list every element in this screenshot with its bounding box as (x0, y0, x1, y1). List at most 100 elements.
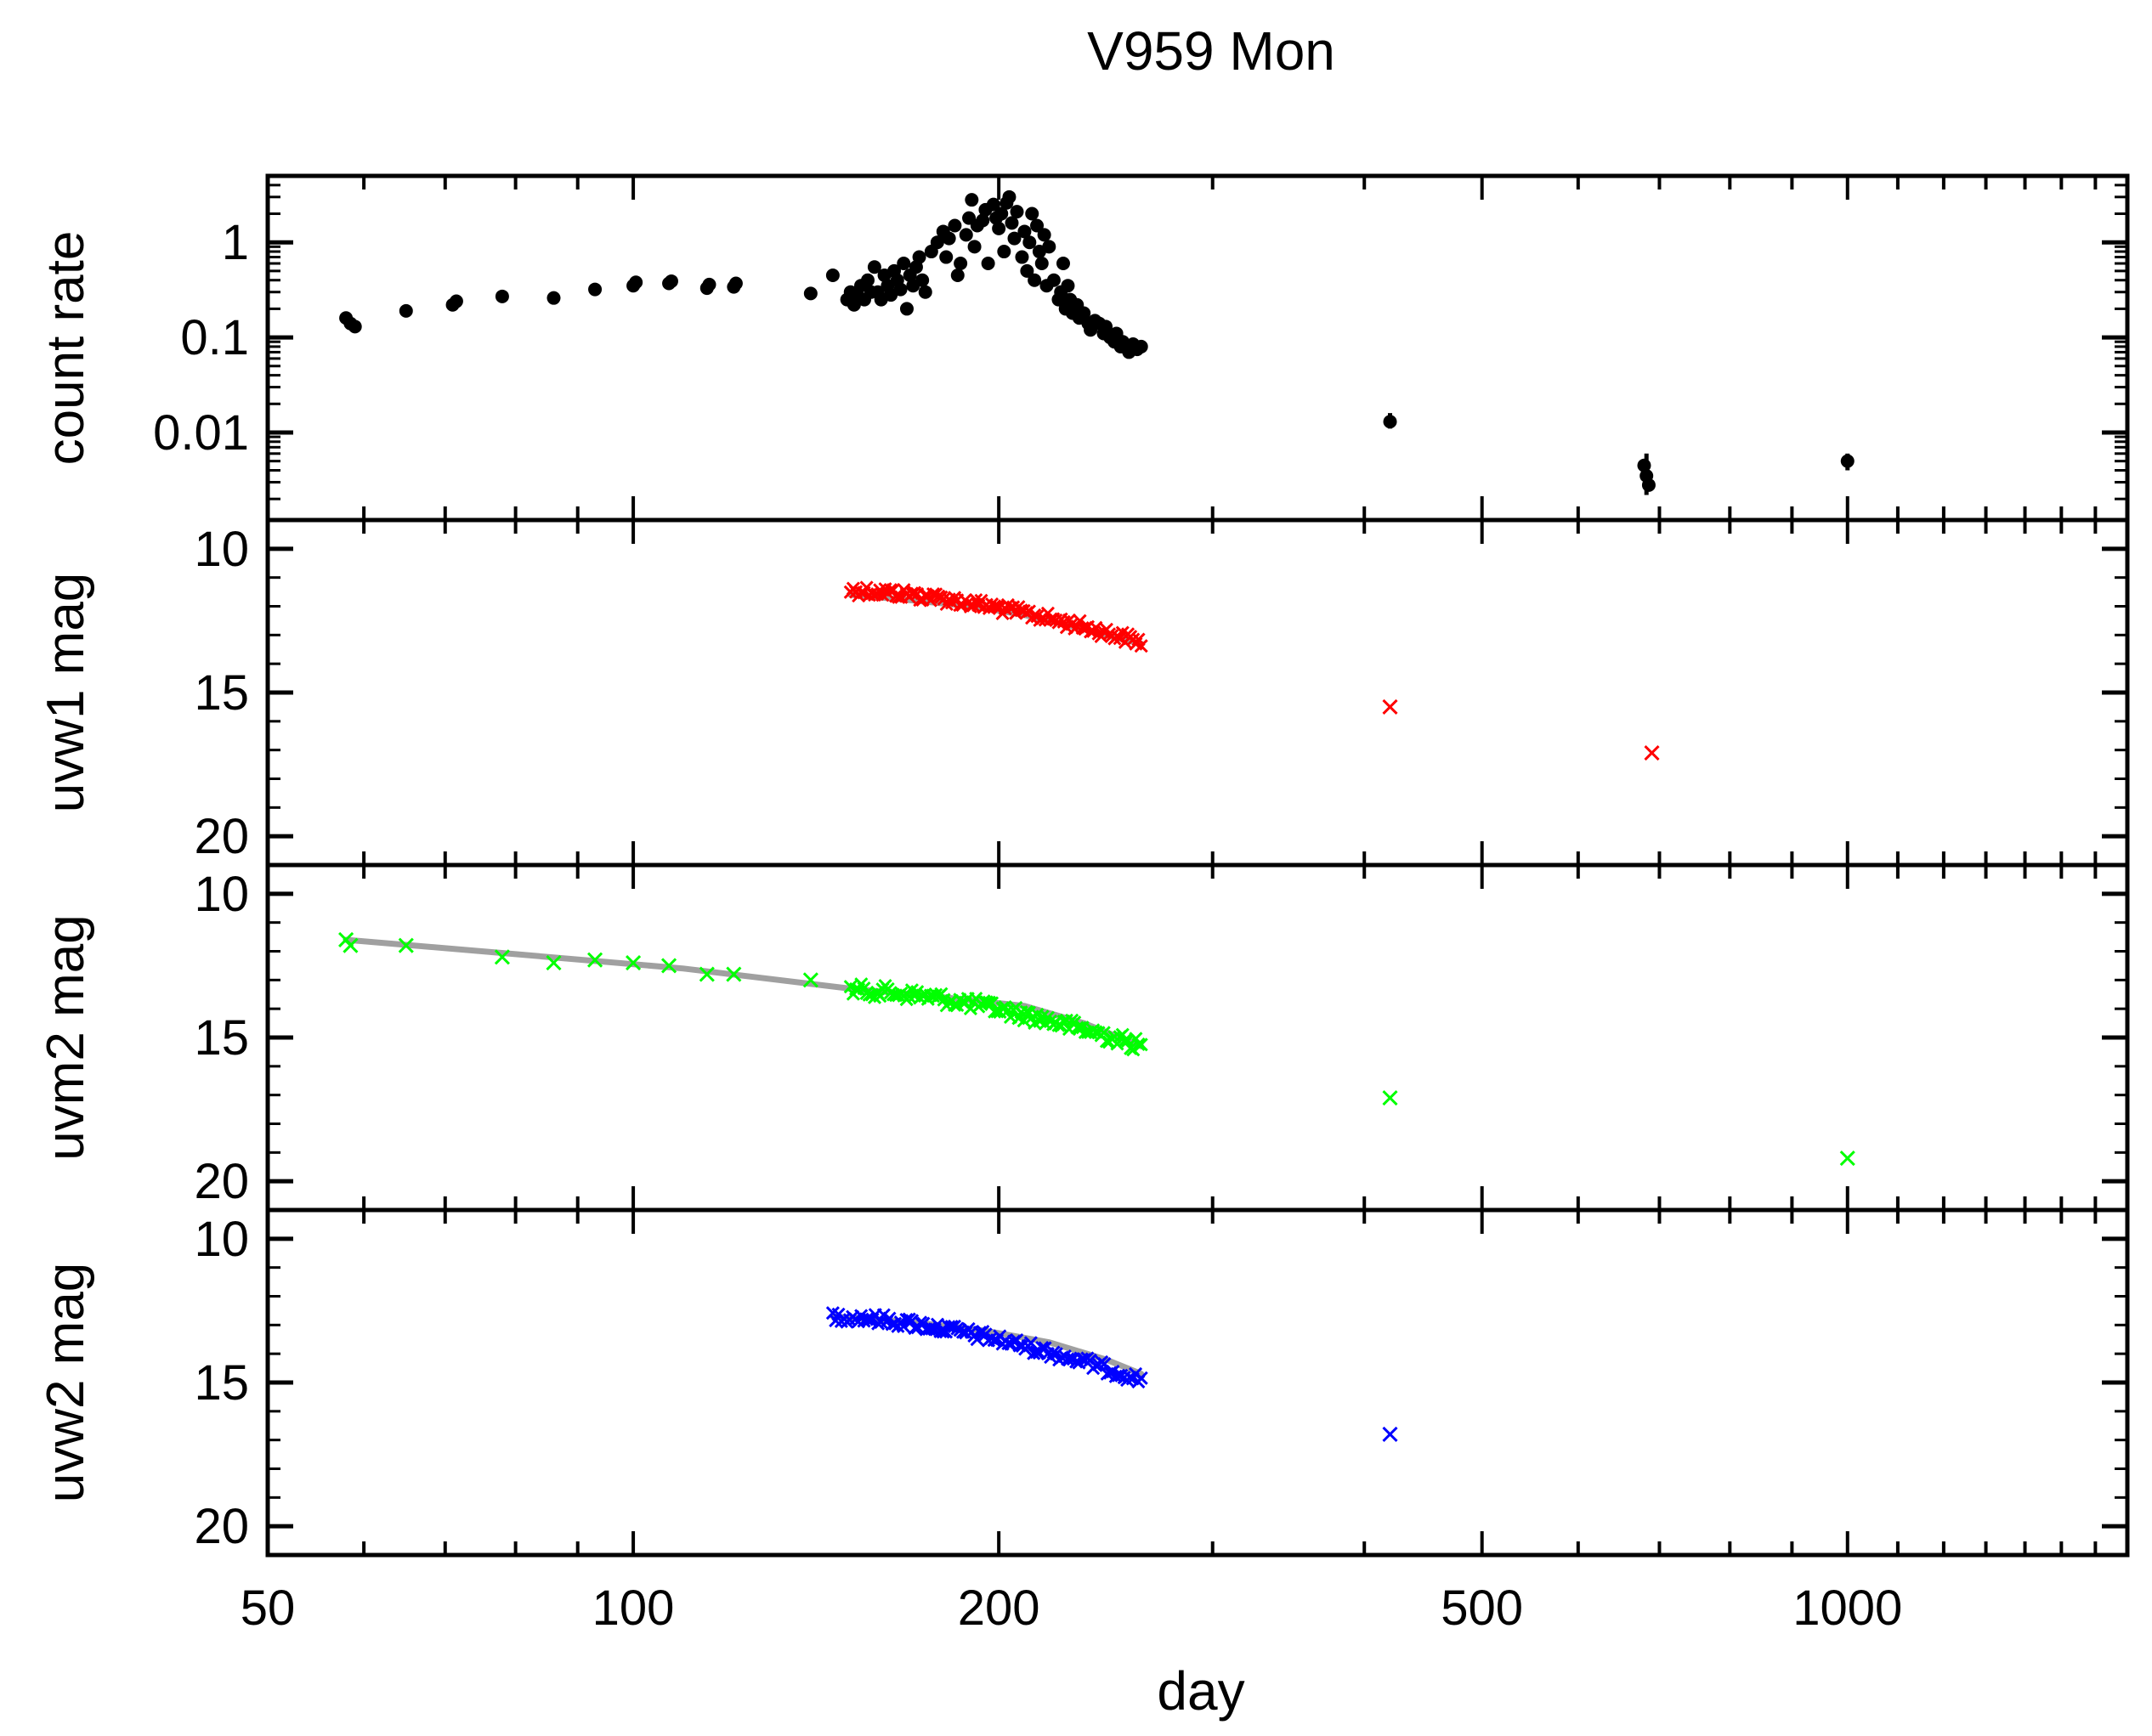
data-point (726, 966, 742, 982)
data-point (588, 282, 603, 297)
panel-uvw1: 10 15 20 uvw1 mag (37, 517, 2130, 868)
y-tick-label: 15 (194, 665, 249, 721)
y-tick-label: 0.1 (180, 310, 249, 365)
data-point (897, 257, 911, 271)
data-point (728, 276, 743, 291)
x-axis-label: day (1157, 1660, 1244, 1722)
data-point (1005, 216, 1019, 230)
y-tick-label: 20 (194, 1154, 249, 1209)
y-axis-label-count: count rate (37, 231, 95, 466)
data-point (950, 269, 965, 283)
data-point (1644, 744, 1660, 761)
data-point (1034, 257, 1049, 271)
data-point (997, 245, 1011, 259)
data-point (1382, 1426, 1398, 1442)
data-point (867, 260, 881, 274)
data-point (348, 319, 362, 334)
data-point (1839, 1151, 1855, 1167)
data-point (959, 228, 973, 242)
x-tick-label: 1000 (1792, 1580, 1902, 1636)
data-point (343, 937, 359, 953)
data-point (1120, 1033, 1135, 1048)
data-point (660, 958, 677, 974)
data-point (1002, 189, 1017, 204)
data-point (874, 1315, 888, 1330)
y-tick-label: 20 (194, 809, 249, 864)
data-point (918, 285, 932, 299)
data-point (1061, 279, 1075, 293)
data-point (981, 257, 995, 271)
y-tick-label: 1 (222, 215, 249, 270)
data-point (802, 972, 818, 988)
x-tick-label: 500 (1441, 1580, 1523, 1636)
y-axis-label-uvw1: uvw1 mag (37, 573, 95, 813)
y-axis-label-uvm2: uvm2 mag (37, 914, 95, 1160)
data-point (699, 966, 715, 982)
data-point (988, 1004, 1002, 1019)
data-point (398, 937, 414, 953)
data-uvm2 (338, 931, 1855, 1167)
data-point (912, 250, 926, 264)
data-point (930, 235, 944, 250)
y-tick-label: 10 (194, 867, 249, 922)
data-point (1382, 698, 1398, 715)
data-point (629, 275, 643, 290)
data-point (1017, 224, 1032, 239)
data-point (1056, 257, 1070, 271)
data-point (1022, 235, 1037, 250)
data-point (1131, 1037, 1146, 1051)
data-point (1134, 1038, 1148, 1052)
y-tick-label: 0.01 (153, 405, 249, 461)
data-point (942, 231, 956, 246)
data-point (859, 1312, 874, 1326)
data-point (933, 1324, 948, 1339)
data-count (339, 189, 1855, 495)
data-point (1382, 1089, 1398, 1106)
data-point (1134, 639, 1148, 653)
data-point (992, 221, 1006, 235)
fit-line (343, 936, 1145, 1049)
data-point (702, 277, 716, 291)
data-point (1010, 205, 1024, 219)
data-point (626, 954, 642, 971)
y-tick-label: 15 (194, 1355, 249, 1411)
data-point (449, 294, 463, 308)
panel-count: 1 0.1 0.01 count rate (37, 173, 2130, 523)
data-point (1641, 478, 1656, 492)
y-tick-label: 20 (194, 1499, 249, 1554)
data-point (1073, 614, 1087, 628)
x-axis: 50 100 200 500 1000 (241, 1580, 1903, 1636)
data-point (664, 274, 678, 288)
data-uvw2 (825, 1306, 1398, 1442)
data-point (494, 949, 510, 965)
data-point (546, 291, 561, 305)
data-point (921, 1322, 937, 1337)
data-point (1099, 319, 1113, 334)
data-point (1134, 1371, 1148, 1385)
data-point (399, 303, 413, 318)
y-tick-label: 10 (194, 1212, 249, 1267)
data-point (860, 273, 875, 287)
data-point (965, 193, 979, 207)
data-point (1061, 1352, 1075, 1366)
x-tick-label: 100 (592, 1580, 675, 1636)
data-point (1043, 612, 1058, 627)
data-point (1077, 306, 1091, 320)
data-point (967, 240, 982, 254)
data-point (899, 302, 914, 316)
data-uvw1 (843, 580, 1660, 761)
data-point (954, 257, 968, 271)
data-point (1046, 273, 1061, 287)
data-point (495, 289, 509, 303)
data-point (948, 218, 962, 233)
data-point (915, 273, 930, 287)
panel-uvm2: 10 15 20 uvm2 mag (37, 862, 2130, 1213)
y-tick-label: 10 (194, 522, 249, 577)
data-point (1042, 240, 1056, 254)
data-point (546, 954, 562, 971)
data-point (1059, 1013, 1073, 1027)
y-axis-label-uvw2: uvw2 mag (37, 1263, 95, 1503)
data-point (976, 213, 990, 228)
y-tick-label: 15 (194, 1010, 249, 1066)
